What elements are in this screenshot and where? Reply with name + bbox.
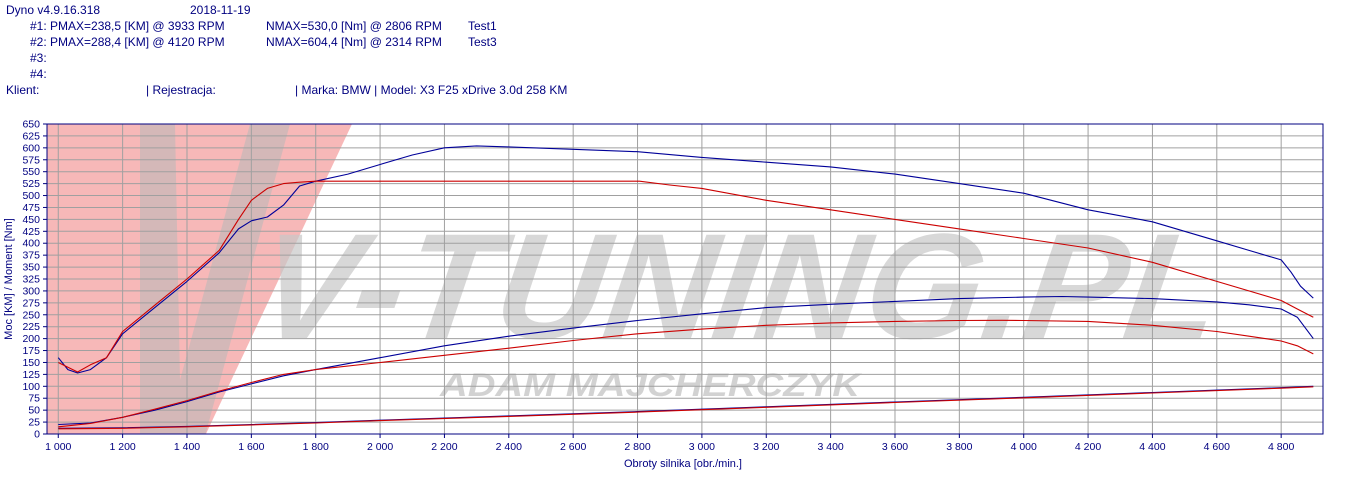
y-tick-label: 225	[22, 321, 40, 333]
x-tick-label: 2 800	[624, 441, 650, 453]
y-tick-label: 625	[22, 130, 40, 142]
x-tick-label: 4 600	[1204, 441, 1230, 453]
y-tick-label: 150	[22, 357, 40, 369]
client-label: Klient:	[6, 83, 40, 97]
y-tick-label: 575	[22, 154, 40, 166]
x-tick-label: 4 200	[1075, 441, 1101, 453]
y-tick-label: 475	[22, 202, 40, 214]
x-tick-label: 2 600	[560, 441, 586, 453]
x-tick-label: 2 000	[367, 441, 393, 453]
run-2-nmax: NMAX=604,4 [Nm] @ 2314 RPM	[266, 35, 442, 49]
y-tick-label: 0	[34, 429, 40, 441]
y-tick-label: 200	[22, 333, 40, 345]
y-tick-label: 275	[22, 297, 40, 309]
app-version: Dyno v4.9.16.318	[6, 3, 101, 17]
x-axis-label: Obroty silnika [obr./min.]	[624, 458, 742, 470]
y-tick-label: 300	[22, 285, 40, 297]
y-tick-label: 250	[22, 309, 40, 321]
x-tick-label: 1 000	[45, 441, 71, 453]
test-date: 2018-11-19	[190, 3, 251, 17]
y-tick-label: 100	[22, 381, 40, 393]
x-tick-label: 2 200	[431, 441, 457, 453]
x-tick-label: 4 400	[1139, 441, 1165, 453]
watermark-brand: V-TUNING.PL	[248, 203, 1231, 370]
y-tick-label: 450	[22, 214, 40, 226]
series-group	[57, 145, 1314, 430]
y-tick-label: 650	[22, 119, 40, 131]
run-1-nmax: NMAX=530,0 [Nm] @ 2806 RPM	[266, 19, 442, 33]
y-tick-label: 400	[22, 238, 40, 250]
x-tick-label: 3 000	[689, 441, 715, 453]
y-tick-label: 550	[22, 166, 40, 178]
x-tick-label: 1 800	[303, 441, 329, 453]
x-tick-label: 3 400	[817, 441, 843, 453]
watermark: V-TUNING.PL ADAM MAJCHERCZYK	[47, 124, 1232, 434]
series-line-run2-torque	[57, 145, 1314, 374]
run-4-label: #4:	[30, 67, 47, 81]
y-tick-label: 75	[28, 393, 40, 405]
x-tick-label: 1 200	[109, 441, 135, 453]
run-2-label: #2:	[30, 35, 47, 49]
run-3-label: #3:	[30, 51, 47, 65]
y-tick-label: 175	[22, 345, 40, 357]
run-1-pmax: PMAX=238,5 [KM] @ 3933 RPM	[50, 19, 225, 33]
x-tick-label: 2 400	[496, 441, 522, 453]
y-tick-label: 125	[22, 369, 40, 381]
y-tick-label: 600	[22, 142, 40, 154]
x-tick-label: 4 000	[1011, 441, 1037, 453]
series-line-run1-torque	[58, 180, 1314, 373]
y-tick-label: 425	[22, 226, 40, 238]
run-1-name: Test1	[468, 19, 497, 33]
y-axis-label: Moc [KM] / Moment [Nm]	[3, 218, 15, 340]
plot-frame	[46, 123, 1324, 435]
x-tick-label: 3 200	[753, 441, 779, 453]
y-tick-label: 325	[22, 274, 40, 286]
x-tick-label: 4 800	[1268, 441, 1294, 453]
run-2-pmax: PMAX=288,4 [KM] @ 4120 RPM	[50, 35, 225, 49]
y-tick-label: 25	[28, 417, 40, 429]
series-line-run2-power	[58, 295, 1314, 426]
run-2-name: Test3	[468, 35, 497, 49]
vehicle-info: | Marka: BMW | Model: X3 F25 xDrive 3.0d…	[295, 83, 568, 97]
watermark-author: ADAM MAJCHERCZYK	[439, 367, 864, 403]
y-tick-label: 500	[22, 190, 40, 202]
series-line-run1-auxiliary	[58, 386, 1314, 430]
series-line-run1-power	[58, 319, 1314, 428]
y-tick-label: 50	[28, 405, 40, 417]
y-tick-label: 350	[22, 262, 40, 274]
y-tick-label: 375	[22, 250, 40, 262]
y-tick-label: 525	[22, 178, 40, 190]
x-tick-label: 3 800	[946, 441, 972, 453]
x-tick-label: 1 400	[174, 441, 200, 453]
run-1-label: #1:	[30, 19, 47, 33]
tick-labels: 0255075100125150175200225250275300325350…	[22, 119, 1294, 454]
registration-label: | Rejestracja:	[146, 83, 216, 97]
watermark-red-shape	[47, 124, 140, 434]
x-tick-label: 1 600	[238, 441, 264, 453]
x-tick-label: 3 600	[882, 441, 908, 453]
